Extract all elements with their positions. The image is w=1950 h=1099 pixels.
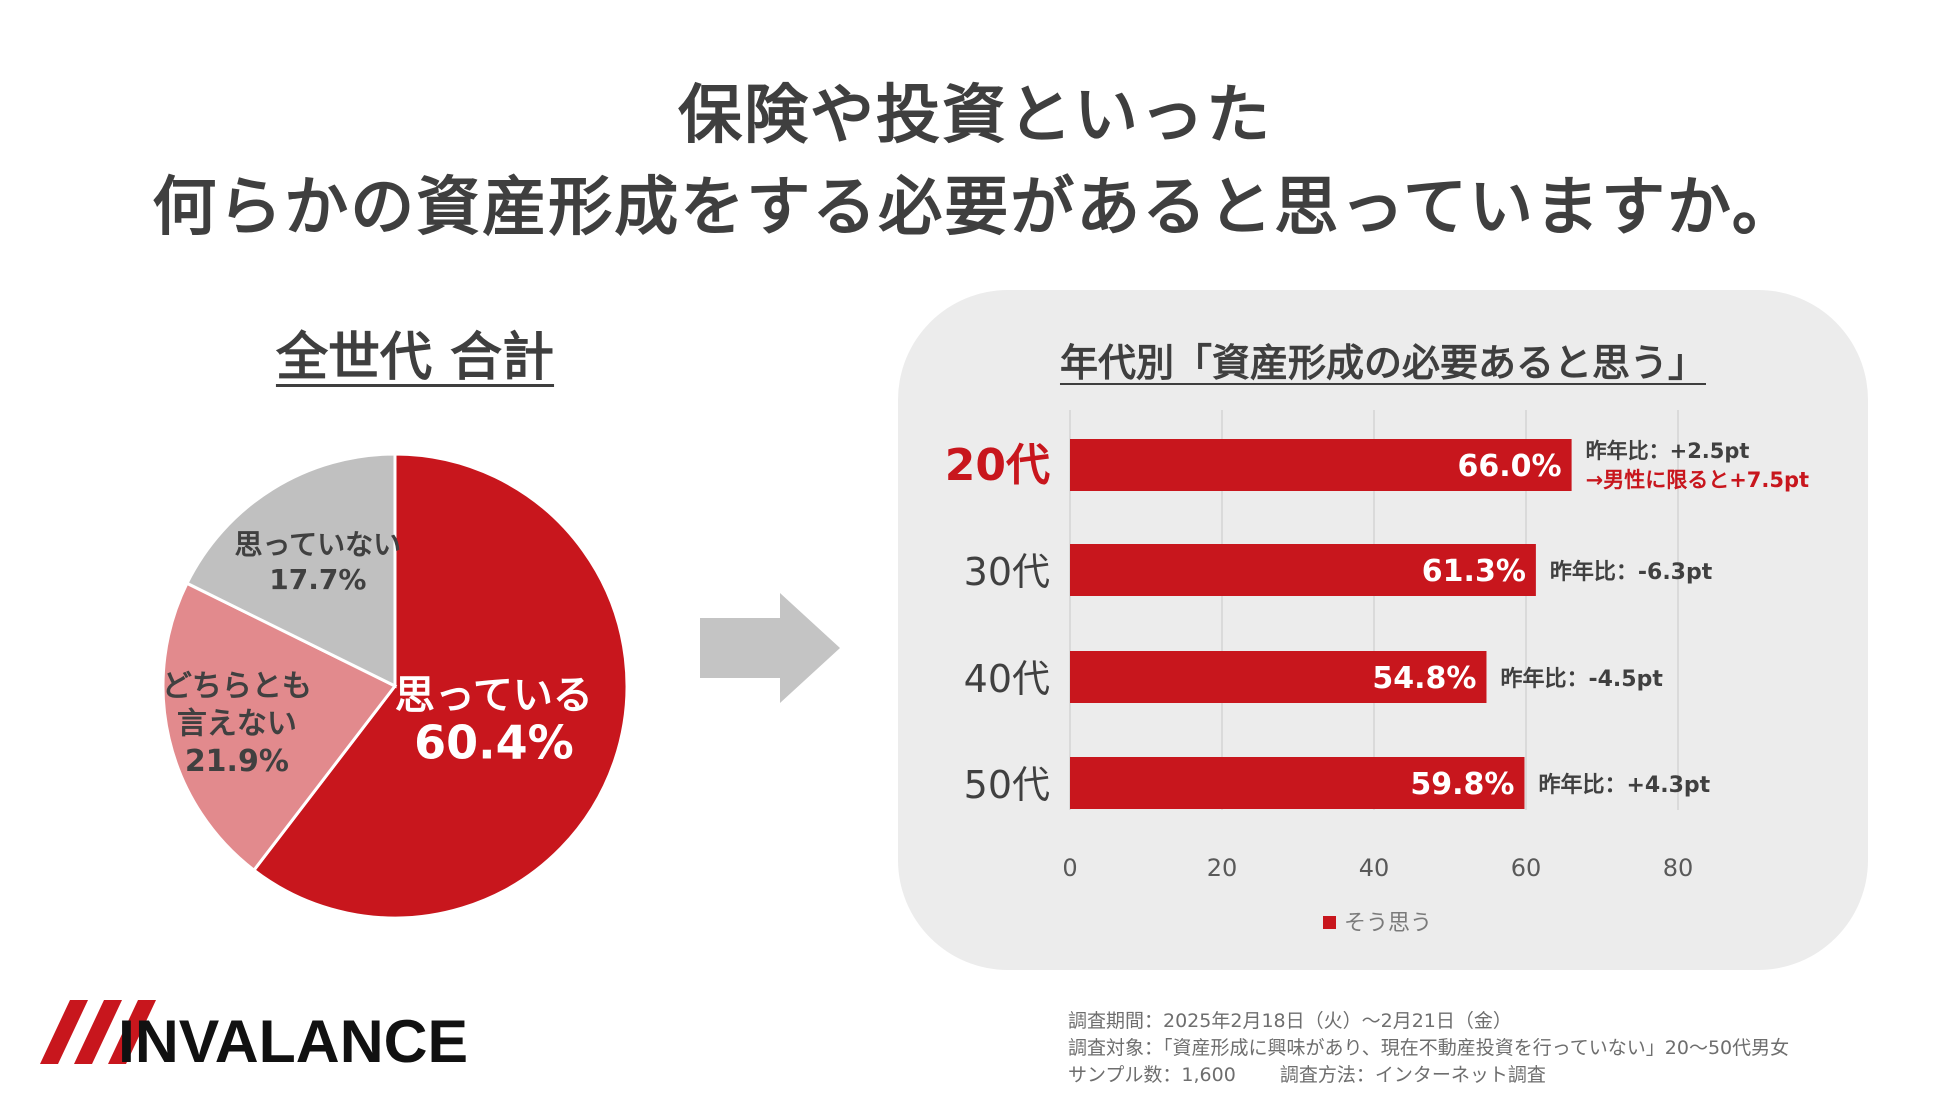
x-tick-label: 60 [1511, 854, 1542, 882]
pie-value-label: 17.7% [269, 563, 366, 596]
bar-value-label: 61.3% [1422, 554, 1526, 589]
age-chart-panel: 年代別「資産形成の必要あると思う」 [898, 290, 1868, 970]
x-tick-label: 80 [1663, 854, 1694, 882]
pie-category-label: どちらとも [162, 669, 312, 704]
bar-chart: 0 20 40 60 80 20代 66.0% 昨年比：+2.5pt →男性に限ると+7.5pt… [945, 410, 1809, 936]
invalance-logo: INVALANCE [40, 1000, 468, 1075]
main-title-line2: 何らかの資産形成をする必要があると思っていますか。 [152, 171, 1798, 245]
pie-chart-title: 全世代 合計 [275, 328, 555, 388]
pie-value-label: 60.4% [414, 716, 574, 770]
bar [1070, 757, 1525, 809]
pie-value-label: 21.9% [185, 744, 289, 779]
bar [1070, 544, 1536, 596]
survey-notes: 調査期間：2025年2月18日（火）～2月21日（金） 調査対象：「資産形成に興… [1068, 1008, 1789, 1089]
survey-sample-method: サンプル数：1,600 調査方法：インターネット調査 [1068, 1064, 1546, 1086]
category-label: 30代 [964, 550, 1050, 594]
category-label: 20代 [945, 440, 1050, 491]
right-arrow-icon [700, 593, 840, 703]
bar-value-label: 59.8% [1410, 767, 1514, 802]
logo-text: INVALANCE [118, 1008, 468, 1075]
bar [1070, 651, 1487, 703]
bar [1070, 439, 1572, 491]
legend-swatch [1323, 916, 1336, 929]
pie-category-label: 言えない [177, 706, 297, 741]
bar-chart-title: 年代別「資産形成の必要あると思う」 [1059, 341, 1706, 385]
pie-slice-0 [251, 452, 629, 920]
legend-label: そう思う [1344, 911, 1432, 936]
yoy-annotation: 昨年比：+2.5pt [1586, 439, 1750, 463]
x-tick-label: 40 [1359, 854, 1390, 882]
yoy-annotation: 昨年比：-6.3pt [1550, 559, 1713, 585]
x-tick-label: 0 [1062, 854, 1077, 882]
pie-slice-1 [161, 581, 398, 873]
x-tick-label: 20 [1207, 854, 1238, 882]
bar-value-label: 54.8% [1372, 661, 1476, 696]
category-label: 50代 [964, 763, 1050, 807]
main-title: 保険や投資といった 何らかの資産形成をする必要があると思っていますか。 [0, 70, 1950, 254]
pie-category-label: 思っている [395, 673, 593, 719]
male-annotation: →男性に限ると+7.5pt [1586, 468, 1809, 492]
survey-target: 調査対象：「資産形成に興味があり、現在不動産投資を行っていない」20～50代男女 [1068, 1037, 1790, 1059]
pie-slice-2 [184, 452, 397, 689]
yoy-annotation: 昨年比：+4.3pt [1538, 772, 1710, 798]
main-title-line1: 保険や投資といった [678, 79, 1272, 153]
bar-value-label: 66.0% [1458, 449, 1562, 484]
category-label: 40代 [964, 657, 1050, 701]
yoy-annotation: 昨年比：-4.5pt [1500, 666, 1663, 692]
survey-period: 調査期間：2025年2月18日（火）～2月21日（金） [1068, 1010, 1512, 1032]
pie-category-label: 思っていない [235, 528, 402, 561]
